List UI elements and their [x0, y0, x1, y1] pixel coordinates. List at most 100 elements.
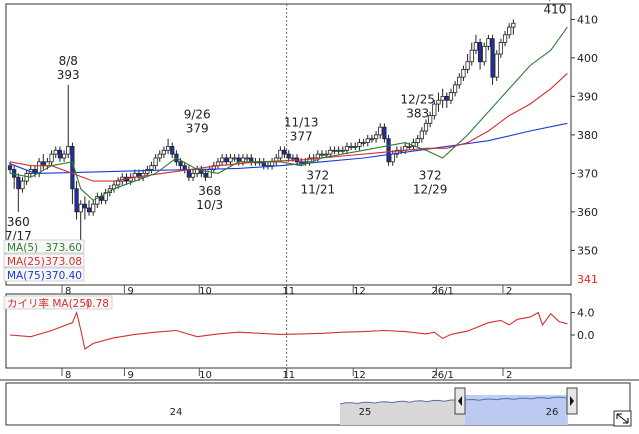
candle-body [432, 103, 437, 117]
candle-body [82, 203, 87, 209]
deviation-line [9, 310, 568, 350]
candle-body [324, 153, 329, 156]
candle-body [145, 169, 150, 174]
candle-body [170, 146, 175, 155]
candle-body [240, 157, 246, 163]
candle-body [361, 142, 366, 144]
candle-body [286, 153, 291, 159]
candle-body [70, 146, 75, 190]
y-tick-label: 380 [577, 129, 598, 142]
candle-body [236, 157, 241, 163]
x-month-label-top: 26/1 [431, 286, 453, 297]
candle-body [157, 153, 162, 159]
candle-body [99, 196, 104, 201]
candle-body [16, 176, 21, 190]
candle-body [507, 26, 512, 36]
deviation-legend: カイリ率 MA(25)0.78 [3, 295, 113, 310]
candle-body [86, 207, 92, 213]
legend-ma-name: MA(5) [7, 242, 38, 254]
candle-body [419, 130, 424, 140]
y-tick-label: 400 [577, 52, 598, 65]
annotation-value: 368 [198, 184, 221, 198]
candle-body [332, 149, 337, 152]
candle-body [53, 149, 58, 155]
candle-body [465, 61, 470, 70]
y-tick-label: 410 [577, 13, 598, 26]
ma-line-ma75 [9, 122, 568, 174]
candle-body [378, 126, 383, 136]
navigator-year-label: 26 [546, 407, 559, 418]
candle-body [290, 157, 295, 160]
candle-body [502, 34, 508, 43]
candle-body [66, 146, 71, 155]
candle-body [428, 115, 433, 124]
candle-body [423, 122, 429, 132]
candle-body [178, 161, 183, 167]
candle-body [390, 153, 395, 163]
annotation-date: 8/8 [59, 54, 78, 68]
legend-ma-name: MA(75) [7, 270, 45, 282]
annotation-date: 12/25 [400, 92, 435, 106]
candle-body [165, 146, 171, 151]
candle-body [161, 149, 167, 155]
x-month-label-top: 11 [282, 286, 295, 297]
annotation-value: 360 [7, 215, 30, 229]
x-month-label-top: 2 [506, 286, 512, 297]
x-month-label-bottom: 9 [127, 370, 133, 381]
x-month-label-bottom: 12 [353, 370, 366, 381]
candle-body [153, 157, 158, 167]
x-month-label-top: 9 [127, 286, 133, 297]
legend-ma-value: 373.08 [45, 256, 82, 268]
y-tick-label: 360 [577, 206, 598, 219]
candle-body [269, 161, 275, 167]
legend-ma-value: 370.40 [45, 270, 82, 282]
candle-body [394, 149, 399, 155]
candle-body [103, 192, 108, 201]
legend-ma-name: MA(25) [7, 256, 45, 268]
candle-body [482, 45, 487, 63]
annotation-value: 379 [186, 122, 209, 136]
annotation-value: 372 [306, 169, 329, 183]
candle-body [78, 203, 83, 213]
candle-body [336, 149, 341, 152]
candle-body [349, 146, 354, 148]
candle-body [353, 146, 358, 148]
candle-body [340, 149, 345, 152]
candle-body [315, 153, 320, 159]
candle-body [20, 180, 25, 190]
expand-button[interactable] [613, 410, 632, 427]
candle-body [373, 134, 379, 140]
candle-body [407, 146, 412, 148]
chevron-left-icon [458, 396, 462, 406]
x-month-label-bottom: 11 [282, 370, 295, 381]
candle-body [282, 149, 287, 155]
annotation-date: 12/29 [413, 183, 448, 197]
candle-body [245, 157, 250, 160]
y-tick-label: 350 [577, 244, 598, 257]
y-tick-label: 390 [577, 90, 598, 103]
x-month-label-bottom: 26/1 [431, 370, 453, 381]
annotation-value: 383 [406, 106, 429, 120]
annotation-date: 11/13 [284, 115, 319, 129]
navigator-line [339, 396, 567, 405]
candle-body [49, 153, 54, 163]
candle-body [415, 138, 420, 143]
candle-body [45, 161, 50, 167]
candle-body [344, 146, 350, 151]
legend-ma-value: 373.60 [45, 242, 82, 254]
navigator-left-handle[interactable] [454, 387, 466, 415]
navigator-right-handle[interactable] [566, 387, 578, 415]
candle-body [440, 95, 445, 101]
candle-body [220, 157, 225, 163]
candle-body [41, 161, 46, 167]
candle-body [12, 169, 17, 178]
candle-body [444, 95, 449, 101]
annotation-value: 410 [544, 2, 567, 16]
